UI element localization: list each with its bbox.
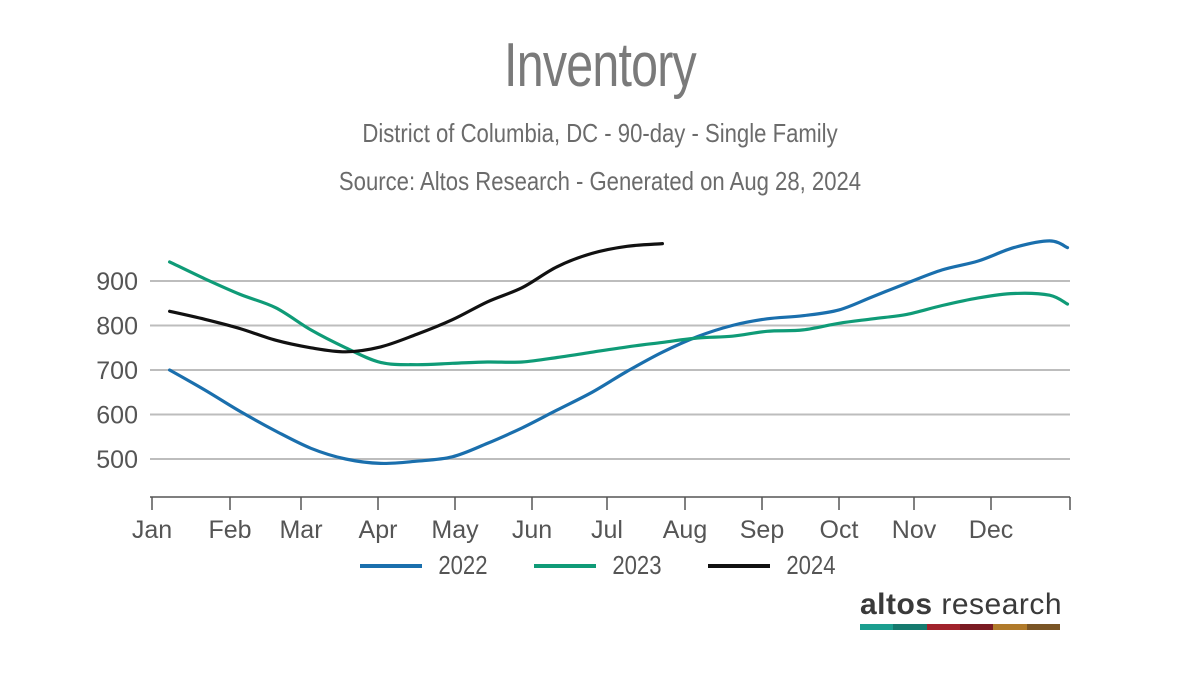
legend-label-2022: 2022 bbox=[438, 550, 488, 580]
logo-bar-segment-4 bbox=[959, 624, 994, 630]
y-tick-label-800: 800 bbox=[96, 313, 138, 341]
legend-item-2024: 2024 bbox=[707, 550, 840, 581]
x-tick-label-may: May bbox=[431, 516, 479, 544]
chart-title: Inventory bbox=[504, 31, 697, 100]
x-tick-label-jan: Jan bbox=[132, 516, 172, 544]
x-tick-label-sep: Sep bbox=[740, 516, 784, 544]
altos-research-logo: altos research bbox=[860, 588, 1063, 630]
logo-bar-segment-3 bbox=[926, 624, 960, 630]
x-tick-label-aug: Aug bbox=[663, 516, 707, 544]
chart-subtitle-line-2: Source: Altos Research - Generated on Au… bbox=[338, 166, 862, 196]
logo-text-light: research bbox=[932, 588, 1063, 621]
legend-item-2022: 2022 bbox=[360, 550, 492, 581]
logo-bar-segment-6 bbox=[1026, 624, 1060, 630]
logo-text: altos research bbox=[860, 588, 1063, 622]
x-tick-label-feb: Feb bbox=[208, 516, 251, 544]
x-tick-label-apr: Apr bbox=[359, 516, 398, 544]
legend-swatch-2022 bbox=[360, 563, 423, 568]
logo-bar-segment-2 bbox=[893, 624, 927, 630]
series-line-2023 bbox=[168, 260, 1070, 367]
chart-legend: 2022 2023 2024 bbox=[0, 550, 1200, 581]
series-line-2022 bbox=[168, 239, 1070, 466]
logo-color-bar bbox=[860, 624, 1060, 630]
x-tick-label-jul: Jul bbox=[591, 516, 623, 544]
x-tick-label-jun: Jun bbox=[512, 516, 552, 544]
x-tick-label-nov: Nov bbox=[892, 516, 937, 544]
x-tick-label-oct: Oct bbox=[820, 516, 859, 544]
logo-text-strong: altos bbox=[860, 588, 933, 621]
x-tick-label-mar: Mar bbox=[279, 516, 322, 544]
legend-label-2023: 2023 bbox=[612, 550, 662, 580]
legend-item-2023: 2023 bbox=[534, 550, 666, 581]
chart-subtitle-line-1: District of Columbia, DC - 90-day - Sing… bbox=[362, 118, 838, 148]
y-tick-label-500: 500 bbox=[96, 446, 138, 474]
logo-bar-segment-5 bbox=[993, 624, 1027, 630]
legend-label-2024: 2024 bbox=[786, 550, 836, 580]
x-tick-label-dec: Dec bbox=[969, 516, 1013, 544]
legend-swatch-2023 bbox=[534, 563, 597, 568]
y-tick-label-900: 900 bbox=[96, 268, 138, 296]
series-line-2024 bbox=[168, 242, 664, 354]
logo-bar-segment-1 bbox=[860, 624, 894, 630]
legend-swatch-2024 bbox=[707, 563, 770, 568]
y-tick-label-600: 600 bbox=[96, 402, 138, 430]
y-tick-label-700: 700 bbox=[96, 357, 138, 385]
